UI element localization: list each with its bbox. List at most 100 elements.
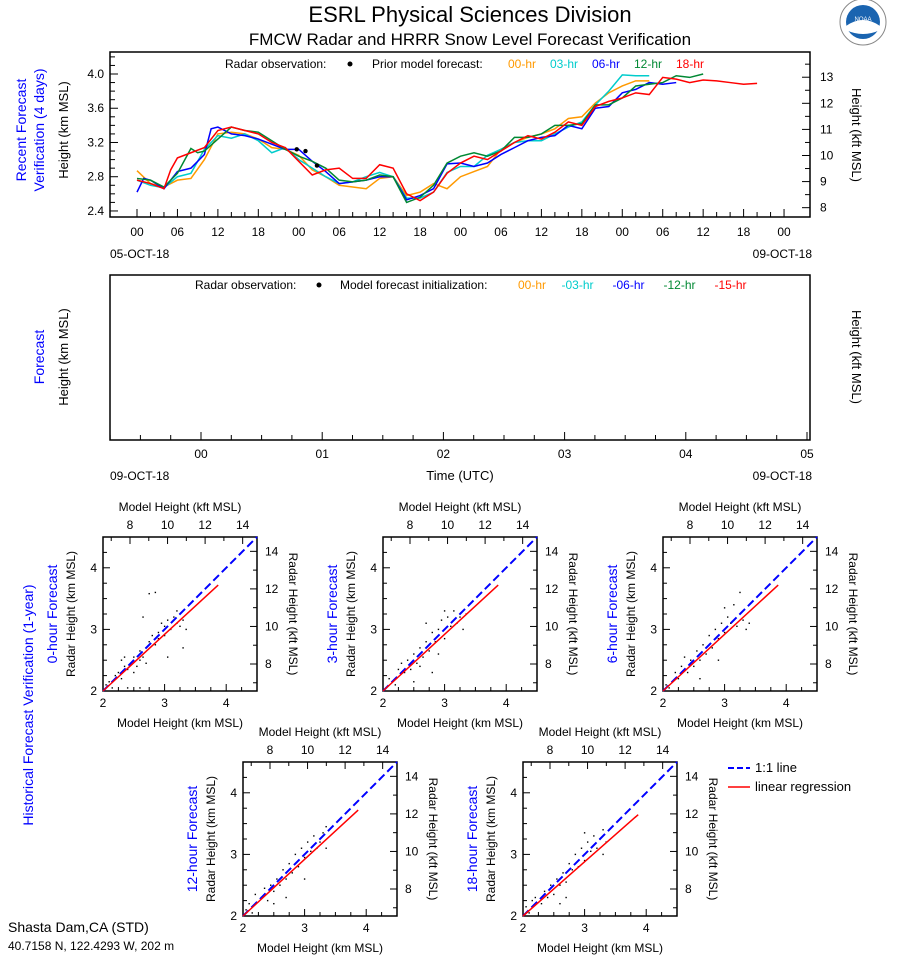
scatter-point: [248, 902, 250, 905]
one-to-one-line: [242, 761, 398, 917]
scatter-point: [108, 681, 110, 683]
scatter-point: [440, 619, 443, 621]
y-tick-label: 3: [650, 622, 657, 636]
y-tick-label: 3: [90, 622, 97, 636]
end-date: 09-OCT-18: [753, 469, 813, 483]
scatter-point: [720, 622, 723, 624]
scatter-point: [185, 628, 187, 631]
y-tick-label-right: 14: [405, 769, 419, 783]
x-tick-label: 00: [130, 225, 144, 239]
scatter-point: [120, 677, 123, 680]
y-tick-label-right: 8: [265, 657, 272, 671]
legend-regression-label: linear regression: [755, 779, 851, 794]
one-to-one-line: [522, 761, 678, 917]
scatter-point: [319, 841, 321, 843]
scatter-point: [270, 884, 272, 886]
y-tick-label-right: 10: [825, 619, 839, 633]
scatter-point: [148, 592, 150, 595]
scatter-point: [163, 634, 166, 637]
x-tick-label: 12: [373, 225, 387, 239]
y-tick-label-right: 12: [825, 582, 839, 596]
x-tick-label: 3: [161, 696, 168, 710]
scatter-point: [459, 616, 461, 618]
scatter-point: [590, 850, 592, 853]
scatter-point: [160, 622, 163, 624]
scatter-point: [730, 622, 732, 624]
scatter-point: [276, 878, 278, 880]
scatter-point: [410, 668, 412, 671]
x-tick-label: 01: [316, 447, 330, 461]
y-axis-label-right: Height (kft MSL): [849, 88, 864, 182]
scatter-point: [157, 631, 160, 634]
y-tick-label-right: 12: [685, 807, 699, 821]
scatter-point: [602, 853, 604, 856]
site-coords: 40.7158 N, 122.4293 W, 202 m: [8, 939, 174, 953]
scatter-point: [714, 628, 717, 631]
scatter-point: [726, 616, 729, 618]
scatter-point: [406, 659, 409, 661]
scatter-point: [562, 872, 564, 874]
legend-item-18-hr: 18-hr: [676, 57, 704, 71]
legend-item-00-hr: 00-hr: [508, 57, 536, 71]
scatter-point: [534, 896, 537, 899]
legend-prior: Prior model forecast:: [372, 57, 483, 71]
scatter-point: [665, 684, 667, 686]
scatter-point: [574, 853, 577, 856]
y-tick-label-right: 8: [685, 882, 692, 896]
legend-item-15-hr: -15-hr: [715, 278, 747, 292]
y-tick-label-right: 13: [820, 70, 834, 84]
scatter-point: [123, 665, 126, 668]
y-tick-label-right: 12: [820, 96, 834, 110]
x-tick-label-top: 12: [338, 743, 352, 757]
legend-item-06-hr: -06-hr: [613, 278, 645, 292]
scatter-point: [593, 835, 595, 837]
start-date: 05-OCT-18: [110, 247, 170, 261]
scatter-point: [133, 656, 135, 658]
scatter-point: [540, 902, 543, 905]
y-tick-label-right: 8: [820, 201, 827, 215]
x-tick-label-top: 8: [407, 518, 414, 532]
end-date: 09-OCT-18: [753, 247, 813, 261]
scatter-point: [717, 659, 720, 661]
scatter-point: [173, 616, 175, 618]
legend-obs-dot: [347, 61, 353, 67]
y-tick-label-right: 10: [820, 148, 834, 162]
y-axis-label: Radar Height (km MSL): [344, 551, 358, 677]
y-tick-label: 3: [510, 847, 517, 861]
scatter-point: [419, 665, 421, 668]
scatter-point: [136, 665, 138, 668]
x-tick-label-top: 14: [796, 518, 810, 532]
side-label-recent-1: Recent Forecast: [13, 79, 29, 182]
x-tick-label: 2: [100, 696, 107, 710]
x-tick-label: 2: [520, 921, 527, 935]
x-tick-label-top: 10: [441, 518, 455, 532]
y-tick-label-right: 10: [265, 619, 279, 633]
scatter-point: [288, 862, 290, 865]
legend-radar-obs: Radar observation:: [195, 278, 296, 292]
scatter-point: [437, 653, 440, 655]
y-axis-label-right: Radar Height (kft MSL): [426, 778, 440, 901]
y-tick-label-right: 14: [825, 544, 839, 558]
x-axis-label: Time (UTC): [426, 468, 493, 483]
y-tick-label-right: 8: [545, 657, 552, 671]
series-line-18-hr: [136, 76, 758, 202]
y-tick-label: 2: [650, 684, 657, 698]
scatter-point: [699, 677, 701, 680]
scatter-point: [525, 906, 527, 908]
one-to-one-line: [382, 536, 538, 692]
scatter-point: [723, 607, 726, 609]
noaa-logo-icon: NOAA: [839, 0, 887, 46]
scatter-point: [245, 909, 247, 911]
scatter-point: [674, 671, 677, 674]
scatter-point: [437, 628, 440, 631]
x-tick-label-top: 10: [581, 743, 595, 757]
scatter-point: [182, 647, 184, 649]
series-line-06-hr: [136, 81, 677, 201]
scatter-point: [543, 890, 546, 893]
scatter-point: [294, 853, 297, 856]
scatter-point: [139, 687, 141, 689]
scatter-point: [425, 622, 427, 624]
legend-obs-dot: [316, 282, 322, 288]
x-axis-label: Model Height (km MSL): [677, 716, 803, 730]
